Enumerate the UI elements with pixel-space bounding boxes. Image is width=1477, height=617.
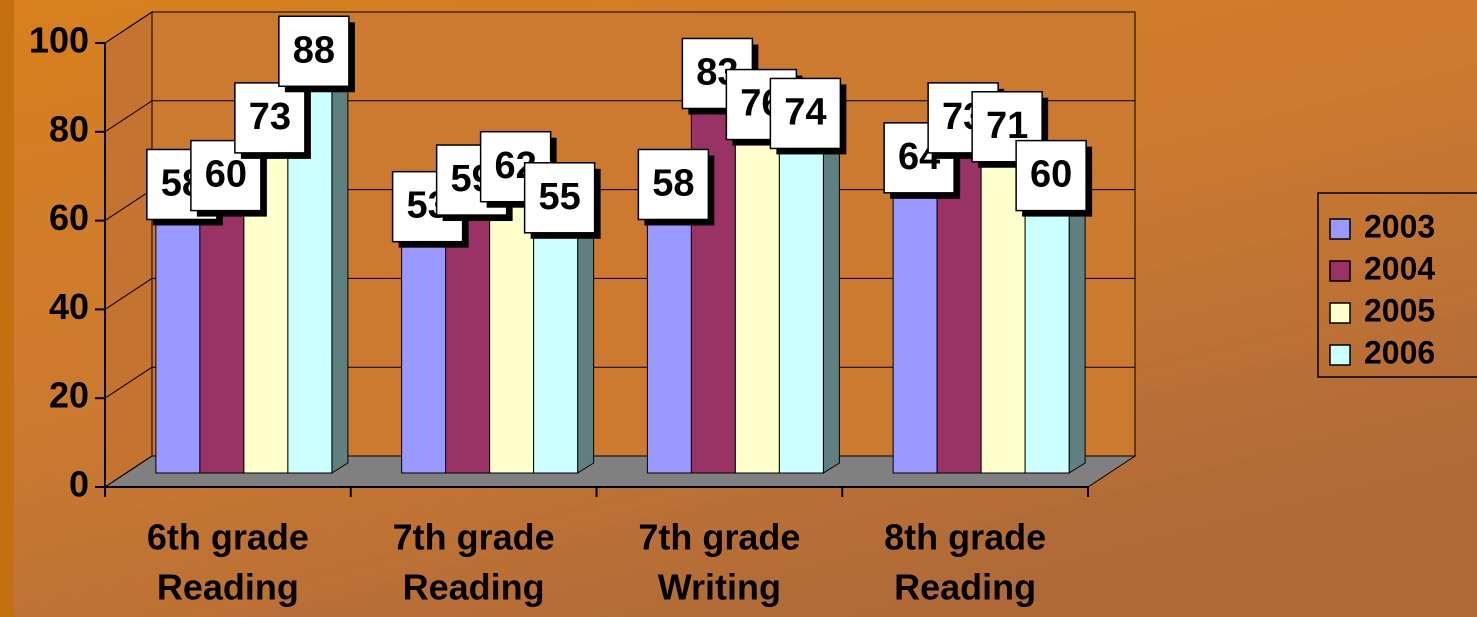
bar bbox=[445, 210, 491, 474]
bar bbox=[936, 148, 982, 474]
bar-side bbox=[822, 133, 840, 474]
bar bbox=[1024, 206, 1070, 474]
left-band bbox=[0, 0, 14, 617]
grid-line bbox=[104, 455, 153, 488]
bar-side bbox=[577, 217, 595, 474]
grid-line bbox=[104, 100, 153, 133]
y-tick-label: 40 bbox=[49, 286, 89, 327]
x-tick-label: Writing bbox=[658, 567, 781, 608]
bar bbox=[734, 135, 780, 474]
y-tick-label: 100 bbox=[29, 20, 89, 61]
bar bbox=[199, 206, 245, 474]
label-box bbox=[769, 77, 842, 150]
data-label: 55 bbox=[538, 176, 580, 218]
x-tick-label: 8th grade bbox=[884, 517, 1046, 558]
bar-side bbox=[1068, 195, 1086, 474]
data-label: 60 bbox=[1030, 154, 1072, 196]
legend-label: 2003 bbox=[1364, 208, 1435, 244]
bar bbox=[401, 237, 447, 474]
x-tick-label: Reading bbox=[894, 567, 1036, 608]
data-label: 71 bbox=[986, 105, 1028, 147]
legend-swatch bbox=[1329, 260, 1351, 282]
label-box bbox=[278, 15, 350, 88]
bar bbox=[533, 228, 579, 474]
legend-box bbox=[1317, 192, 1477, 378]
bar-side bbox=[331, 71, 349, 474]
y-tick-label: 80 bbox=[49, 108, 89, 149]
label-box bbox=[1015, 139, 1087, 212]
label-box bbox=[637, 148, 710, 221]
bar bbox=[155, 214, 201, 474]
label-box bbox=[234, 82, 306, 154]
grid-line bbox=[104, 11, 153, 44]
bar bbox=[778, 143, 824, 474]
data-label: 74 bbox=[784, 91, 826, 133]
x-tick-label: 7th grade bbox=[393, 517, 555, 558]
side-wall bbox=[104, 11, 153, 488]
bar bbox=[489, 197, 535, 474]
legend-label: 2005 bbox=[1364, 292, 1435, 328]
grid-line bbox=[104, 366, 153, 399]
legend-swatch bbox=[1329, 302, 1351, 324]
y-tick-label: 20 bbox=[49, 375, 89, 416]
x-tick-label: Reading bbox=[157, 567, 299, 608]
x-tick-label: 7th grade bbox=[638, 517, 800, 558]
legend-swatch bbox=[1329, 218, 1351, 240]
x-tick-label: Reading bbox=[403, 567, 545, 608]
data-label: 88 bbox=[293, 29, 335, 71]
data-label: 58 bbox=[652, 163, 694, 205]
data-label: 60 bbox=[205, 154, 247, 196]
x-tick-label: 6th grade bbox=[147, 517, 309, 558]
legend-label: 2004 bbox=[1364, 250, 1435, 286]
bar bbox=[646, 214, 692, 474]
y-tick-label: 60 bbox=[49, 197, 89, 238]
legend-label: 2006 bbox=[1364, 334, 1435, 370]
legend-swatch bbox=[1329, 344, 1351, 366]
grid-line bbox=[104, 189, 153, 222]
bar bbox=[892, 188, 938, 474]
grid-line bbox=[104, 277, 153, 310]
label-box bbox=[523, 162, 596, 234]
y-tick-label: 0 bbox=[69, 464, 89, 505]
data-label: 73 bbox=[249, 96, 291, 138]
